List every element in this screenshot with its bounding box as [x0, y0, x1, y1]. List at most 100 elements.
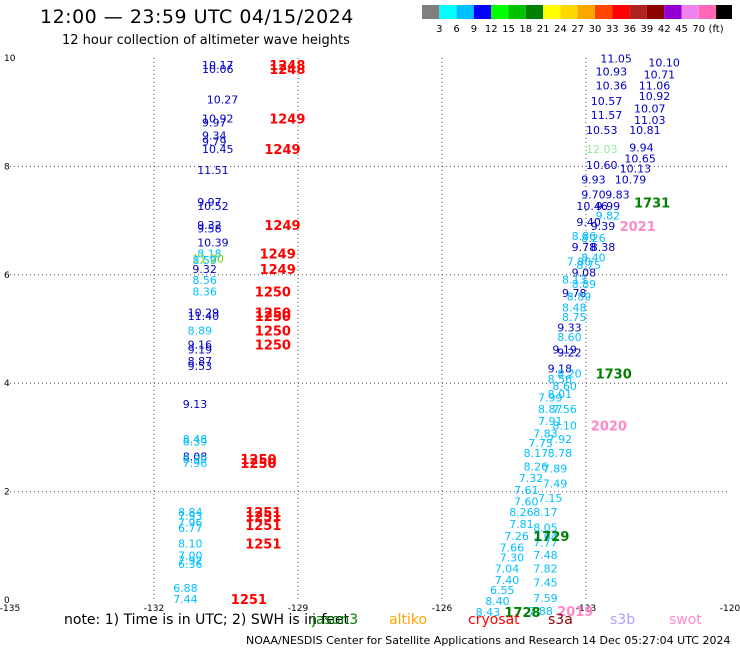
wave-height-label: 10.60: [586, 159, 618, 172]
pass-time-label: 1249: [269, 113, 305, 128]
pass-time-label: 1249: [264, 219, 300, 234]
pass-time-label: 1728: [504, 606, 540, 621]
wave-height-label: 10.36: [596, 80, 628, 93]
wave-height-label: 9.22: [557, 346, 582, 359]
colorbar-swatch: [560, 5, 578, 19]
wave-height-label: 11.51: [197, 164, 229, 177]
wave-height-label: 10.17: [202, 59, 234, 72]
wave-height-label: 8.89: [567, 290, 592, 303]
wave-height-label: 8.56: [192, 274, 217, 287]
wave-height-label: 7.00: [178, 550, 203, 563]
wave-height-label: 9.82: [596, 210, 621, 223]
colorbar-swatch: [491, 5, 509, 19]
pass-time-label: 2021: [620, 220, 656, 235]
colorbar-label: 24: [554, 24, 567, 35]
colorbar-swatch: [422, 5, 440, 19]
colorbar-swatch: [456, 5, 474, 19]
wave-height-label: 7.93: [178, 510, 203, 523]
wave-height-label: 9.40: [576, 216, 601, 229]
colorbar-swatch: [629, 5, 647, 19]
wave-height-label: 8.48: [562, 301, 587, 314]
wave-height-label: 8.59: [192, 254, 217, 267]
pass-time-label: 1730: [596, 367, 632, 382]
y-tick-label: 10: [4, 54, 16, 64]
wave-height-label: 6.77: [178, 522, 203, 535]
colorbar-label: 12: [485, 24, 498, 35]
wave-height-label: 10.57: [591, 95, 623, 108]
wave-height-label: 7.80: [567, 255, 592, 268]
wave-height-label: 8.39: [183, 436, 208, 449]
wave-height-label: 9.32: [197, 219, 222, 232]
footer-note: note: 1) Time is in UTC; 2) SWH is in fe…: [64, 612, 349, 628]
wave-height-label: 7.61: [514, 484, 539, 497]
wave-height-label: 9.53: [188, 360, 213, 373]
pass-time-label: 1250: [255, 325, 291, 340]
wave-height-label: 7.96: [183, 457, 208, 470]
pass-time-label: 2020: [591, 419, 627, 434]
generated-timestamp: 14 Dec 05:27:04 UTC 2024: [582, 634, 731, 647]
wave-height-label: 7.92: [178, 554, 203, 567]
wave-height-label: 9.16: [188, 339, 213, 352]
wave-height-label: 9.39: [591, 220, 616, 233]
wave-height-label: 10.92: [202, 113, 234, 126]
legend-s3a: s3a: [548, 612, 573, 628]
wave-height-label: 10.10: [648, 56, 680, 69]
wave-height-label: 10.71: [644, 68, 676, 81]
wave-height-label: 9.78: [572, 241, 597, 254]
wave-height-label: 10.65: [624, 152, 656, 165]
wave-height-label: 7.40: [495, 574, 520, 587]
wave-height-label: 8.26: [524, 461, 549, 474]
wave-height-label: 7.26: [504, 530, 529, 543]
wave-height-label: 7.49: [543, 477, 568, 490]
wave-height-label: 7.30: [500, 552, 524, 565]
x-tick-label: -120: [720, 604, 740, 614]
wave-height-label: 10.07: [634, 102, 666, 115]
wave-height-label: 9.97: [197, 196, 222, 209]
wave-height-label: 8.01: [548, 388, 573, 401]
wave-height-label: 8.13: [562, 274, 587, 287]
x-tick-label: -123: [576, 604, 596, 614]
color-scale-legend: 3 6 9 12 15 18 21 24 27 30 33 36 39 42 45 70 (ft): [422, 5, 732, 35]
colorbar-swatch: [698, 5, 717, 19]
wave-height-label: 10.92: [639, 90, 671, 103]
wave-height-label: 7.88: [528, 605, 553, 618]
wave-height-label: 7.60: [514, 495, 539, 508]
pass-time-label: 1250: [240, 457, 276, 472]
wave-height-label: 7.04: [495, 563, 520, 576]
wave-height-label: 8.84: [178, 506, 203, 519]
colorbar-label: 6: [453, 24, 459, 35]
wave-height-label: 6.36: [178, 558, 203, 571]
colorbar-swatch: [716, 5, 732, 19]
colorbar-swatch: [473, 5, 492, 19]
y-tick-label: 0: [4, 596, 10, 606]
wave-height-label: 6.88: [173, 582, 198, 595]
colorbar-label: 42: [658, 24, 671, 35]
wave-height-label: 8.48: [183, 433, 208, 446]
wave-height-label: 8.43: [476, 606, 501, 619]
legend-altiko: altiko: [389, 612, 428, 628]
wave-height-label: 10.52: [197, 200, 229, 213]
pass-time-label: 1251: [245, 519, 281, 534]
wave-height-label: 8.89: [188, 325, 213, 338]
wave-height-label: 7.91: [538, 415, 563, 428]
colorbar-label: 3: [436, 24, 442, 35]
pass-time-label: 1250: [240, 453, 276, 468]
wave-height-label: 8.60: [552, 380, 577, 393]
colorbar-label: 27: [571, 24, 584, 35]
wave-height-label: 8.75: [576, 259, 601, 272]
wave-height-label: 7.94: [533, 531, 558, 544]
y-tick-label: 6: [4, 271, 10, 281]
wave-height-label: 9.19: [552, 344, 577, 357]
pass-time-label: 1731: [634, 197, 670, 212]
wave-height-label: 7.92: [548, 433, 573, 446]
wave-height-label: 7.82: [533, 563, 558, 576]
wave-height-label: 7.45: [533, 577, 558, 590]
wave-height-label: 11.40: [188, 310, 220, 323]
wave-height-label: 6.55: [490, 584, 515, 597]
legend-s3b: s3b: [610, 612, 636, 628]
colorbar-label: 18: [519, 24, 532, 35]
wave-height-label: 11.03: [634, 114, 666, 127]
wave-height-label: 8.26: [581, 232, 606, 245]
wave-height-label: 10.81: [629, 124, 661, 137]
wave-height-label: 7.44: [173, 593, 198, 606]
